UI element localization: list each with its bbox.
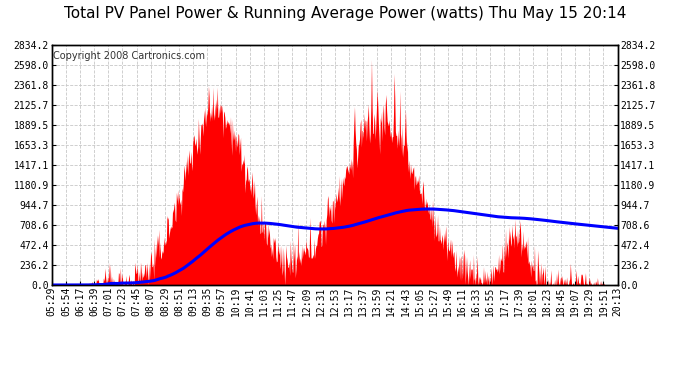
- Text: Total PV Panel Power & Running Average Power (watts) Thu May 15 20:14: Total PV Panel Power & Running Average P…: [63, 6, 627, 21]
- Text: Copyright 2008 Cartronics.com: Copyright 2008 Cartronics.com: [53, 51, 205, 61]
